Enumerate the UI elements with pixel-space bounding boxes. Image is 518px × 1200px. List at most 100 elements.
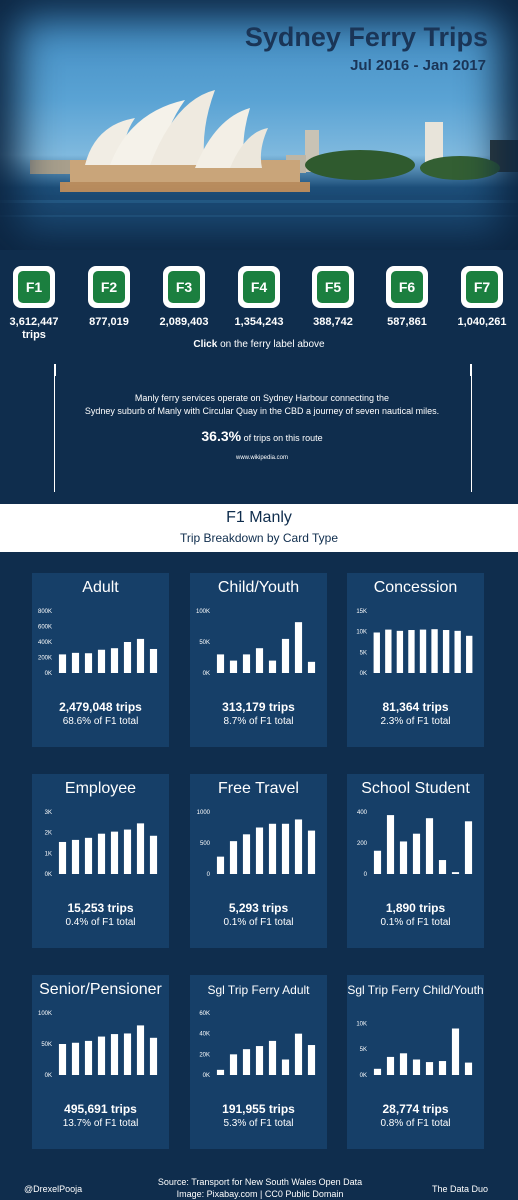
bar[interactable] — [412, 833, 421, 874]
bar[interactable] — [399, 841, 408, 874]
ferry-label[interactable]: F1 — [18, 271, 50, 303]
bar[interactable] — [123, 642, 132, 673]
bar[interactable] — [58, 841, 67, 874]
ferry-label[interactable]: F3 — [168, 271, 200, 303]
y-tick-label: 3K — [45, 810, 52, 816]
bar[interactable] — [281, 1059, 290, 1076]
bar[interactable] — [419, 629, 427, 673]
bar[interactable] — [385, 629, 392, 673]
bar[interactable] — [216, 856, 225, 874]
bar[interactable] — [451, 872, 460, 874]
y-tick-label: 60K — [199, 1011, 210, 1017]
ferry-chip-f3[interactable]: F3 — [163, 266, 205, 308]
bar[interactable] — [451, 1028, 460, 1076]
source-link[interactable]: Transport for New South Wales Open Data — [191, 1177, 363, 1187]
author-handle[interactable]: @DrexelPooja — [24, 1184, 83, 1194]
bar[interactable] — [58, 1044, 67, 1075]
bar[interactable] — [136, 638, 145, 673]
ferry-chip-f2[interactable]: F2 — [88, 266, 130, 308]
bar[interactable] — [425, 1062, 434, 1075]
bar[interactable] — [268, 1040, 277, 1075]
bar[interactable] — [216, 654, 225, 673]
ferry-chip-f5[interactable]: F5 — [312, 266, 354, 308]
bar[interactable] — [229, 1054, 238, 1075]
bar[interactable] — [58, 654, 67, 673]
bar[interactable] — [84, 653, 93, 673]
bar[interactable] — [307, 830, 316, 874]
bar[interactable] — [386, 815, 395, 874]
bar[interactable] — [255, 1046, 264, 1075]
bar[interactable] — [294, 1033, 303, 1075]
route-subtitle: Trip Breakdown by Card Type — [179, 531, 339, 545]
bar[interactable] — [294, 622, 303, 673]
bar[interactable] — [149, 1037, 158, 1075]
bar[interactable] — [373, 632, 380, 673]
bar[interactable] — [84, 837, 93, 874]
bar[interactable] — [71, 1042, 80, 1075]
bar[interactable] — [97, 1036, 106, 1075]
bar[interactable] — [399, 1053, 408, 1075]
bar[interactable] — [255, 648, 264, 673]
click-instruction: Click on the ferry label above — [193, 339, 325, 350]
panel-title: Adult — [82, 579, 119, 596]
bar[interactable] — [307, 661, 316, 673]
bar[interactable] — [123, 1033, 132, 1075]
bar[interactable] — [281, 823, 290, 874]
y-tick-label: 400K — [38, 640, 52, 646]
panel-trip-total: 313,179 trips — [222, 700, 295, 714]
bar[interactable] — [97, 649, 106, 673]
bar[interactable] — [408, 630, 415, 673]
bar[interactable] — [438, 860, 447, 874]
ferry-chip-f4[interactable]: F4 — [238, 266, 280, 308]
bar[interactable] — [97, 833, 106, 874]
bar[interactable] — [442, 630, 450, 673]
bar[interactable] — [294, 819, 303, 874]
bar[interactable] — [123, 829, 132, 874]
bar[interactable] — [268, 660, 277, 673]
ferry-label[interactable]: F4 — [243, 271, 275, 303]
bar[interactable] — [396, 630, 404, 673]
bar[interactable] — [466, 635, 473, 673]
route-header-band — [0, 504, 518, 552]
ferry-label[interactable]: F2 — [93, 271, 125, 303]
bar[interactable] — [373, 850, 382, 874]
bar[interactable] — [255, 827, 264, 875]
bar[interactable] — [84, 1040, 93, 1075]
bar[interactable] — [425, 818, 434, 874]
bar[interactable] — [242, 1049, 251, 1075]
bar[interactable] — [216, 1069, 225, 1075]
card-type-panel: Child/Youth 100K 50K 0K 313,179 trips 8.7% of… — [190, 573, 327, 747]
bar[interactable] — [268, 823, 277, 874]
bar[interactable] — [110, 831, 119, 874]
bar[interactable] — [242, 654, 251, 673]
ferry-chip-f1[interactable]: F1 — [13, 266, 55, 308]
bar[interactable] — [464, 821, 473, 874]
ferry-label[interactable]: F5 — [317, 271, 349, 303]
bar[interactable] — [136, 823, 145, 874]
bar[interactable] — [281, 638, 290, 673]
bar[interactable] — [464, 1062, 473, 1075]
bar[interactable] — [431, 629, 438, 673]
bar[interactable] — [229, 660, 238, 673]
bar[interactable] — [149, 648, 158, 673]
bar[interactable] — [71, 839, 80, 874]
ferry-label[interactable]: F7 — [466, 271, 498, 303]
ferry-label[interactable]: F6 — [391, 271, 423, 303]
bar[interactable] — [136, 1025, 145, 1075]
bar[interactable] — [438, 1061, 447, 1075]
bar[interactable] — [412, 1059, 421, 1076]
bar[interactable] — [110, 1034, 119, 1075]
bar[interactable] — [386, 1056, 395, 1075]
bar[interactable] — [307, 1045, 316, 1075]
bar[interactable] — [71, 652, 80, 673]
ferry-chip-f7[interactable]: F7 — [461, 266, 503, 308]
bar[interactable] — [149, 835, 158, 874]
bar[interactable] — [373, 1068, 382, 1075]
ferry-chip-f6[interactable]: F6 — [386, 266, 428, 308]
bar[interactable] — [454, 630, 461, 673]
bar[interactable] — [229, 841, 238, 874]
bar[interactable] — [110, 648, 119, 673]
panel-share: 0.1% of F1 total — [380, 917, 451, 928]
ferry-trip-count: 587,861 — [387, 316, 427, 328]
bar[interactable] — [242, 834, 251, 874]
